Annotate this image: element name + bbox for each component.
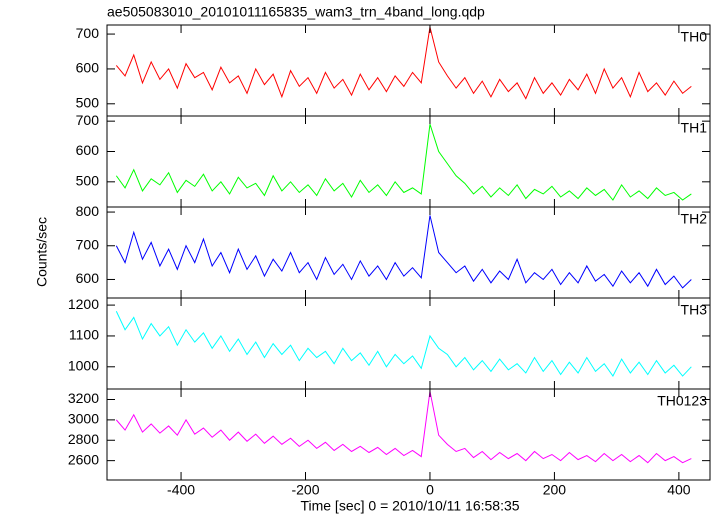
series-label: TH1 — [681, 120, 708, 136]
y-tick-label: 1000 — [68, 357, 99, 373]
panel-frame — [106, 206, 711, 299]
series-label: TH0123 — [657, 393, 707, 409]
x-tick-label: -400 — [167, 482, 195, 498]
panel-frame — [106, 24, 711, 117]
series-label: TH0 — [681, 29, 708, 45]
x-axis-label: Time [sec] 0 = 2010/10/11 16:58:35 — [300, 498, 519, 514]
y-tick-label: 600 — [76, 60, 100, 76]
y-tick-label: 600 — [76, 270, 100, 286]
data-line — [115, 124, 692, 201]
y-tick-label: 700 — [76, 25, 100, 41]
y-tick-label: 3200 — [68, 390, 99, 406]
panel-frame — [106, 297, 711, 390]
y-tick-label: 600 — [76, 142, 100, 158]
y-tick-label: 500 — [76, 95, 100, 111]
y-tick-label: 800 — [76, 203, 100, 219]
series-label: TH3 — [681, 302, 708, 318]
x-tick-label: -200 — [291, 482, 319, 498]
chart-title: ae505083010_20101011165835_wam3_trn_4ban… — [107, 4, 485, 20]
data-line — [115, 391, 692, 464]
y-tick-label: 1100 — [69, 327, 99, 343]
y-tick-label: 700 — [76, 112, 100, 128]
panel-frame — [106, 388, 711, 481]
y-axis-label: Counts/sec — [34, 217, 50, 287]
data-line — [115, 26, 692, 100]
y-tick-label: 2600 — [68, 451, 99, 467]
y-tick-label: 500 — [76, 173, 100, 189]
y-tick-label: 2800 — [68, 431, 99, 447]
x-tick-label: 0 — [426, 482, 434, 498]
y-tick-label: 3000 — [68, 411, 99, 427]
x-tick-label: 200 — [543, 482, 567, 498]
panel-frame — [106, 115, 711, 208]
x-tick-label: 400 — [667, 482, 691, 498]
y-tick-label: 700 — [76, 236, 100, 252]
y-tick-label: 1200 — [68, 296, 99, 312]
series-label: TH2 — [681, 211, 708, 227]
data-line — [115, 215, 692, 289]
data-line — [115, 311, 692, 378]
